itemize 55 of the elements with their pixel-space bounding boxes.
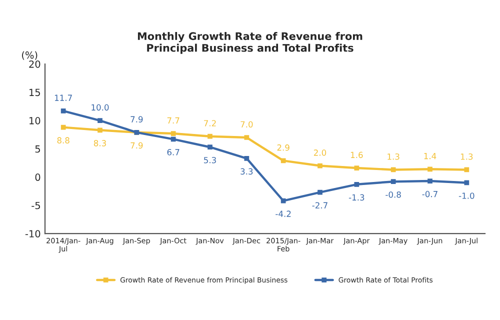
point bbox=[208, 144, 212, 150]
point bbox=[208, 134, 212, 139]
point bbox=[244, 135, 250, 140]
point bbox=[280, 158, 286, 164]
y-tick-label: 5 bbox=[35, 145, 40, 153]
data-label: 8.3 bbox=[94, 140, 106, 146]
point bbox=[428, 178, 432, 184]
data-label: -2.7 bbox=[312, 202, 328, 208]
data-label: -1.0 bbox=[458, 192, 474, 199]
data-label: 1.3 bbox=[388, 153, 400, 160]
y-tick-label: -10 bbox=[25, 230, 40, 238]
y-tick-label: 15 bbox=[30, 88, 40, 96]
data-label: 1.6 bbox=[350, 152, 363, 158]
point bbox=[98, 128, 102, 133]
data-label: 7.9 bbox=[130, 116, 143, 122]
data-label: 2.0 bbox=[314, 150, 326, 156]
y-tick-label: 10 bbox=[30, 117, 40, 124]
point bbox=[170, 136, 176, 142]
chart-title: Monthly Growth Rate of Revenue from Principal Business and Total Profits bbox=[138, 32, 362, 54]
point bbox=[464, 180, 470, 186]
data-label: 7.9 bbox=[130, 142, 143, 149]
y-axis-title: (%) bbox=[22, 51, 38, 60]
data-label: -0.7 bbox=[422, 190, 438, 198]
data-label: 10.0 bbox=[92, 104, 109, 111]
data-label: -1.3 bbox=[348, 194, 364, 201]
y-tick-label: 0 bbox=[35, 174, 40, 181]
point bbox=[318, 163, 322, 168]
data-label: 7.2 bbox=[204, 120, 216, 126]
point bbox=[280, 198, 286, 204]
data-label: 5.3 bbox=[204, 156, 216, 164]
point bbox=[98, 118, 102, 123]
data-label: 8.8 bbox=[57, 137, 70, 144]
point bbox=[318, 190, 322, 195]
data-label: -0.8 bbox=[386, 191, 401, 198]
data-label: -4.2 bbox=[276, 210, 291, 217]
data-label: 1.4 bbox=[424, 153, 436, 160]
data-label: 7.7 bbox=[167, 117, 180, 124]
point bbox=[464, 167, 470, 172]
point bbox=[428, 166, 432, 172]
point bbox=[390, 179, 396, 184]
data-label: 7.0 bbox=[240, 121, 253, 128]
point bbox=[60, 124, 66, 130]
y-tick-label: -5 bbox=[32, 202, 40, 210]
data-label: 6.7 bbox=[167, 149, 180, 156]
data-label: 11.7 bbox=[54, 94, 72, 101]
data-label: 2.9 bbox=[277, 144, 290, 151]
point bbox=[244, 156, 250, 161]
point bbox=[60, 108, 66, 114]
data-label: 1.3 bbox=[460, 153, 473, 160]
point bbox=[170, 131, 176, 136]
data-label: 3.3 bbox=[240, 168, 253, 175]
point bbox=[354, 182, 360, 187]
point bbox=[390, 167, 396, 172]
point bbox=[354, 166, 360, 170]
y-tick-label: 20 bbox=[29, 60, 40, 68]
